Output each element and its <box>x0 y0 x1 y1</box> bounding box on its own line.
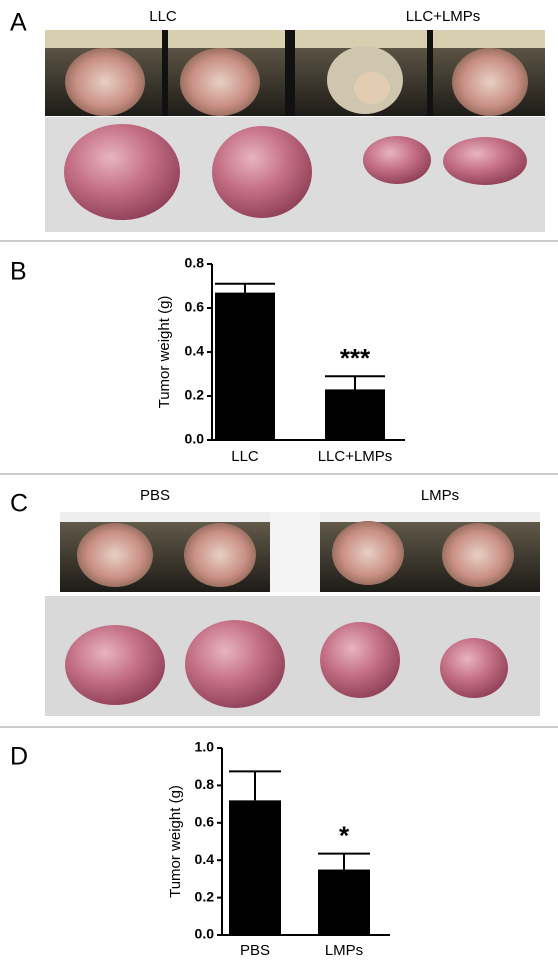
group-label: PBS <box>140 487 170 504</box>
y-tick-label: 0.0 <box>185 431 205 447</box>
x-tick-label: LLC <box>231 448 259 465</box>
group-label: LLC+LMPs <box>406 8 481 25</box>
panel-label: A <box>10 9 27 37</box>
y-tick-label: 0.4 <box>195 851 215 867</box>
photo-mice <box>60 512 540 592</box>
y-tick-label: 1.0 <box>195 739 215 755</box>
y-tick-label: 0.6 <box>185 299 205 315</box>
bar <box>215 292 275 440</box>
chart: 0.0 0.2 0.4 0.6 0.8 Tumor weight (g) LLC LLC+LM… <box>156 255 405 465</box>
y-tick-label: 0.2 <box>195 888 215 904</box>
photo-tumors <box>45 117 545 232</box>
y-tick-label: 0.0 <box>195 926 215 942</box>
y-tick-label: 0.6 <box>195 814 215 830</box>
y-tick-label: 0.8 <box>195 776 215 792</box>
x-tick-label: PBS <box>240 942 270 959</box>
y-tick-label: 0.4 <box>185 343 205 359</box>
photo-mice <box>45 30 545 116</box>
chart: 0.0 0.2 0.4 0.6 0.8 1.0 Tumor weight (g) PBS LMP… <box>167 739 390 959</box>
y-tick-label: 0.8 <box>185 255 205 271</box>
photo-tumors <box>45 596 540 716</box>
panel-label: B <box>10 258 27 286</box>
y-axis-label: Tumor weight (g) <box>167 785 184 898</box>
y-axis-label: Tumor weight (g) <box>156 296 173 409</box>
panel-label: C <box>10 490 28 518</box>
bar <box>325 389 385 440</box>
panel-label: D <box>10 743 28 771</box>
x-tick-label: LMPs <box>325 942 363 959</box>
bar <box>318 869 370 935</box>
y-tick-label: 0.2 <box>185 387 205 403</box>
group-label: LMPs <box>421 487 459 504</box>
x-tick-label: LLC+LMPs <box>318 448 393 465</box>
group-label: LLC <box>149 8 177 25</box>
significance: *** <box>340 343 371 373</box>
bar <box>229 800 281 935</box>
significance: * <box>339 821 350 851</box>
